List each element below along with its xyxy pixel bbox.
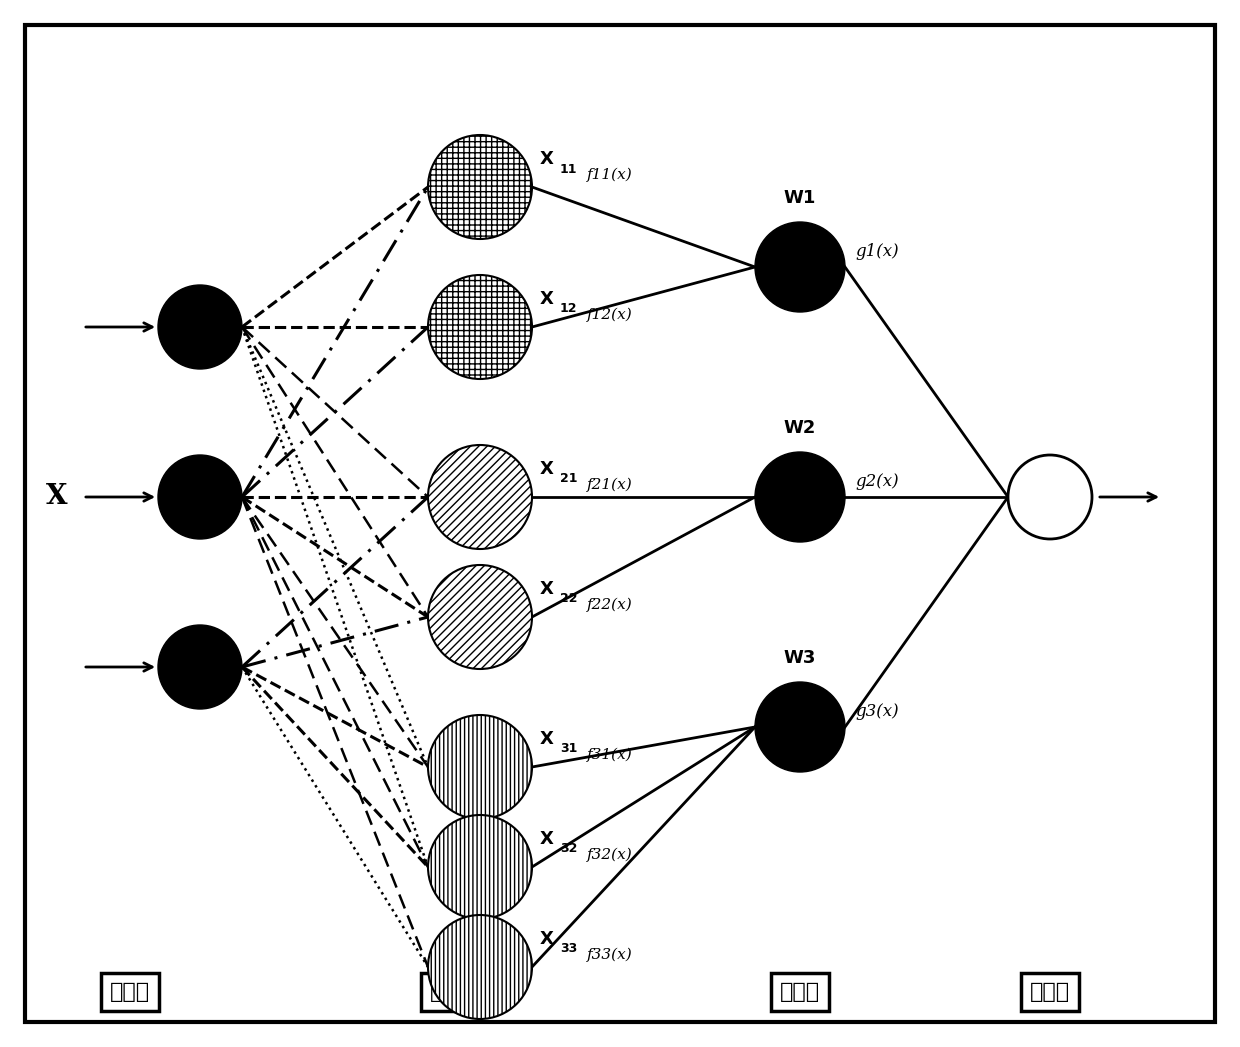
Circle shape [428,445,532,549]
Circle shape [428,135,532,239]
Text: 22: 22 [560,593,578,605]
Text: f22(x): f22(x) [587,598,632,612]
Circle shape [157,625,242,709]
Text: g2(x): g2(x) [856,473,899,490]
Text: 输入层: 输入层 [110,982,150,1002]
Circle shape [428,275,532,379]
Text: X: X [539,930,554,948]
Text: f21(x): f21(x) [587,477,632,492]
Circle shape [157,455,242,539]
Text: W3: W3 [784,649,816,667]
Circle shape [157,285,242,369]
Circle shape [428,915,532,1019]
Text: f33(x): f33(x) [587,948,632,962]
Text: f31(x): f31(x) [587,748,632,762]
Text: X: X [539,460,554,478]
Text: 21: 21 [560,472,578,486]
Text: X: X [539,150,554,168]
FancyBboxPatch shape [25,25,1215,1022]
Text: 32: 32 [560,843,578,855]
Text: X: X [539,730,554,748]
Text: 33: 33 [560,942,578,956]
Circle shape [1008,455,1092,539]
Text: 31: 31 [560,742,578,756]
Text: f11(x): f11(x) [587,168,632,182]
Text: X: X [539,290,554,308]
Text: 样本层: 样本层 [430,982,470,1002]
Text: X: X [539,580,554,598]
Text: W2: W2 [784,419,816,437]
Text: W1: W1 [784,190,816,207]
Circle shape [428,715,532,819]
Text: X: X [539,830,554,848]
Circle shape [755,222,844,312]
Circle shape [428,815,532,919]
Text: 11: 11 [560,162,578,176]
Circle shape [428,565,532,669]
Text: 求和层: 求和层 [780,982,820,1002]
Circle shape [755,452,844,542]
Text: f12(x): f12(x) [587,308,632,322]
Text: g3(x): g3(x) [856,704,899,720]
Text: 12: 12 [560,303,578,315]
Text: g1(x): g1(x) [856,244,899,261]
Text: X: X [46,484,68,511]
Circle shape [755,682,844,772]
Text: f32(x): f32(x) [587,848,632,862]
Text: 决策层: 决策层 [1030,982,1070,1002]
